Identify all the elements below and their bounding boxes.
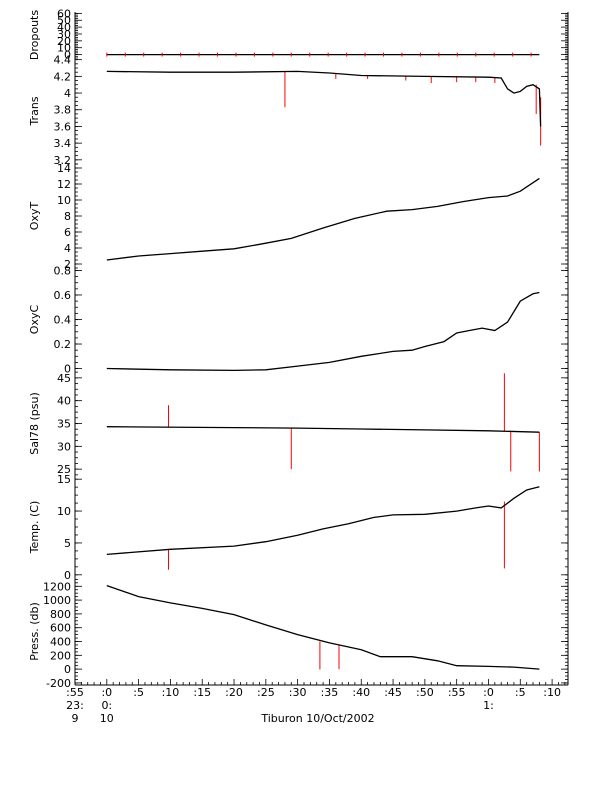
y-axis-title: Temp. (C) bbox=[28, 501, 41, 555]
y-tick-label: 10 bbox=[57, 42, 71, 55]
x-tick-label: :10 bbox=[543, 686, 561, 699]
x-tick-label: :55 bbox=[66, 686, 84, 699]
x-tick-label: :45 bbox=[384, 686, 402, 699]
x-tick-label-hour: 0: bbox=[101, 699, 112, 712]
y-tick-label: 25 bbox=[57, 463, 71, 476]
x-tick-label: :15 bbox=[193, 686, 211, 699]
y-tick-label: 600 bbox=[50, 622, 71, 635]
y-tick-label: 0.6 bbox=[54, 289, 72, 302]
y-axis-title: OxyC bbox=[28, 305, 41, 335]
x-tick-label: :25 bbox=[257, 686, 275, 699]
y-tick-label: 0 bbox=[64, 49, 71, 62]
x-tick-label: :0 bbox=[483, 686, 494, 699]
y-tick-label: 3.4 bbox=[54, 137, 72, 150]
y-tick-label: 3.6 bbox=[54, 120, 72, 133]
x-tick-label: :10 bbox=[162, 686, 180, 699]
panels-group: 0102030405060Dropouts3.23.43.63.844.24.4… bbox=[28, 7, 569, 690]
y-tick-label: 1000 bbox=[43, 594, 71, 607]
series-line bbox=[106, 177, 540, 261]
x-axis-title: Tiburon 10/Oct/2002 bbox=[260, 712, 374, 725]
y-tick-label: 14 bbox=[57, 162, 71, 175]
y-tick-label: 0 bbox=[64, 663, 71, 676]
y-tick-label: 3.2 bbox=[54, 154, 72, 167]
y-tick-label: 6 bbox=[64, 226, 71, 239]
panel-5: 0 5 10 15 Temp. (C) bbox=[28, 473, 569, 582]
series-line bbox=[106, 486, 540, 556]
y-tick-label: 4 bbox=[64, 87, 71, 100]
y-tick-label: 40 bbox=[57, 395, 71, 408]
y-tick-label: 10 bbox=[57, 194, 71, 207]
x-tick-label: :0 bbox=[101, 686, 112, 699]
x-tick-label: :55 bbox=[448, 686, 466, 699]
y-tick-label: 0.8 bbox=[54, 264, 72, 277]
y-axis-title: Sal78 (psu) bbox=[28, 392, 41, 455]
y-tick-label: 800 bbox=[50, 608, 71, 621]
y-tick-label: 0 bbox=[64, 569, 71, 582]
x-tick-label: :30 bbox=[289, 686, 307, 699]
y-tick-label: 60 bbox=[57, 7, 71, 20]
y-axis-title: Press. (db) bbox=[28, 602, 41, 661]
y-tick-label: 0.2 bbox=[54, 338, 72, 351]
x-tick-label: :40 bbox=[352, 686, 370, 699]
y-tick-label: 50 bbox=[57, 14, 71, 27]
y-tick-label: 1200 bbox=[43, 580, 71, 593]
panel-1: 3.2 3.4 3.6 3.8 4 4.2 4.4 Trans bbox=[28, 54, 569, 167]
panel-2: 2 4 6 8 10 12 14 OxyT bbox=[28, 162, 569, 271]
panel-3: 0 0.2 0.4 0.6 0.8 OxyC bbox=[28, 264, 569, 376]
x-tick-label: :35 bbox=[321, 686, 339, 699]
x-tick-label-hour: 1: bbox=[483, 699, 494, 712]
y-tick-label: 4.2 bbox=[54, 70, 72, 83]
y-tick-label: 30 bbox=[57, 440, 71, 453]
y-tick-label: 40 bbox=[57, 21, 71, 34]
y-axis-title: Trans bbox=[28, 96, 41, 126]
x-tick-label: :20 bbox=[225, 686, 243, 699]
y-tick-label: 0.4 bbox=[54, 314, 72, 327]
y-tick-label: 4.4 bbox=[54, 54, 72, 67]
y-tick-label: 30 bbox=[57, 28, 71, 41]
y-tick-label: 8 bbox=[64, 210, 71, 223]
y-tick-label: 45 bbox=[57, 372, 71, 385]
x-tick-label: :50 bbox=[416, 686, 434, 699]
x-tick-label-hour: 23: bbox=[66, 699, 84, 712]
y-tick-label: 12 bbox=[57, 178, 71, 191]
y-axis-title: OxyT bbox=[28, 202, 41, 231]
y-tick-label: 0 bbox=[64, 363, 71, 376]
y-tick-label: 3.8 bbox=[54, 104, 72, 117]
y-tick-label: 20 bbox=[57, 35, 71, 48]
y-tick-label: 5 bbox=[64, 537, 71, 550]
series-line bbox=[106, 584, 540, 670]
x-tick-label: :5 bbox=[133, 686, 144, 699]
y-tick-label: 4 bbox=[64, 242, 71, 255]
series-line bbox=[106, 291, 540, 372]
x-tick-label: :5 bbox=[515, 686, 526, 699]
y-tick-label: 2 bbox=[64, 258, 71, 271]
panel-4: 25 30 35 40 45 Sal78 (psu) bbox=[28, 371, 569, 476]
x-tick-label-day: 10 bbox=[100, 712, 114, 725]
y-axis-title: Dropouts bbox=[28, 10, 41, 60]
series-line bbox=[106, 426, 540, 433]
y-tick-label: 200 bbox=[50, 649, 71, 662]
y-tick-label: 15 bbox=[57, 473, 71, 486]
y-tick-label: -200 bbox=[46, 677, 71, 690]
y-tick-label: 35 bbox=[57, 418, 71, 431]
y-tick-label: 400 bbox=[50, 636, 71, 649]
y-tick-label: 10 bbox=[57, 505, 71, 518]
x-tick-label-day: 9 bbox=[72, 712, 79, 725]
series-line bbox=[106, 70, 542, 127]
x-axis: :5523:9:00:10:5:10:15:20:25:30:35:40:45:… bbox=[66, 679, 568, 725]
